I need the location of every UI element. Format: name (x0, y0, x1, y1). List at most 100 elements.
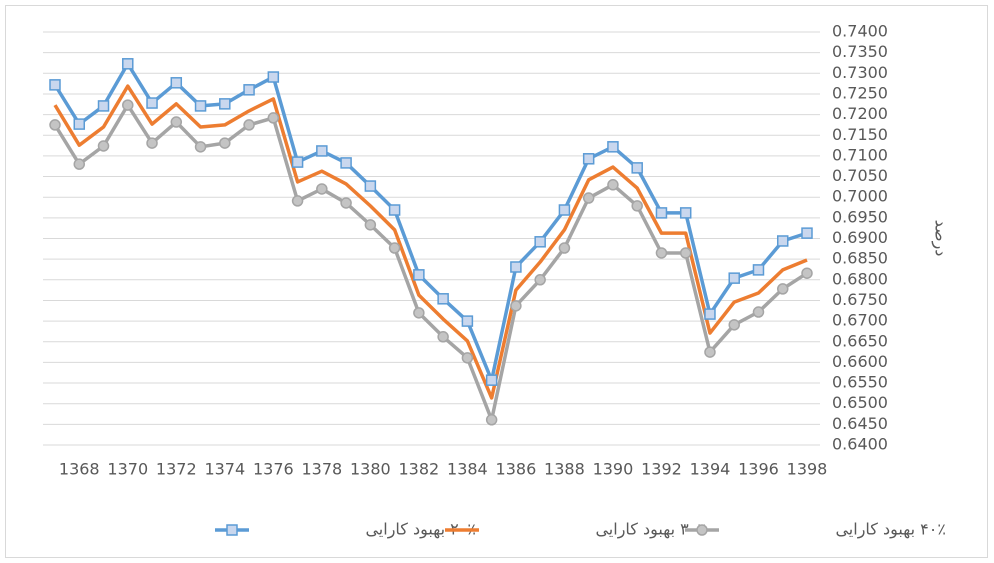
marker (461, 315, 474, 327)
marker (534, 236, 546, 248)
marker (679, 207, 692, 219)
marker (558, 204, 571, 216)
x-tick-label: 1368 (59, 460, 100, 479)
y-tick-label: 0.7250 (832, 83, 888, 102)
marker (49, 79, 61, 91)
marker (679, 247, 692, 259)
marker (413, 307, 425, 319)
marker (194, 100, 207, 112)
y-tick-label: 0.6400 (832, 435, 888, 454)
y-tick-label: 0.6850 (832, 249, 888, 268)
x-tick-label: 1382 (399, 460, 440, 479)
marker (728, 272, 740, 284)
marker (340, 197, 352, 209)
marker (534, 274, 546, 286)
marker (437, 331, 449, 343)
marker (776, 235, 789, 247)
marker (437, 293, 449, 305)
y-tick-label: 0.6750 (832, 290, 888, 309)
marker (461, 352, 474, 364)
marker (170, 77, 183, 89)
marker (291, 195, 304, 207)
marker (655, 247, 668, 259)
marker (219, 137, 231, 149)
x-tick-label: 1388 (544, 460, 585, 479)
x-tick-label: 1396 (738, 460, 779, 479)
x-tick-label: 1398 (787, 460, 828, 479)
y-tick-label: 0.6800 (832, 269, 888, 288)
y-tick-label: 0.7350 (832, 42, 888, 61)
marker (388, 204, 401, 216)
marker (510, 261, 522, 273)
x-tick-label: 1376 (253, 460, 294, 479)
marker (728, 319, 740, 331)
marker (582, 192, 595, 204)
marker (122, 58, 134, 70)
marker (316, 145, 328, 157)
y-axis-title: درصد (931, 220, 951, 257)
marker (485, 414, 498, 426)
marker (801, 227, 813, 239)
marker (146, 137, 158, 149)
y-tick-label: 0.7100 (832, 145, 888, 164)
marker (704, 346, 716, 358)
legend-label: ۳۰٪ بهبود کارایی (595, 520, 705, 540)
marker (73, 158, 86, 170)
marker (243, 119, 255, 131)
marker (364, 180, 377, 192)
marker (97, 100, 110, 112)
marker (170, 116, 183, 128)
x-tick-label: 1384 (447, 460, 488, 479)
marker (655, 207, 668, 219)
marker (607, 179, 619, 191)
x-tick-label: 1392 (641, 460, 682, 479)
x-tick-label: 1390 (593, 460, 634, 479)
legend-marker (696, 524, 708, 536)
x-tick-label: 1394 (690, 460, 731, 479)
marker (607, 141, 619, 153)
marker (776, 283, 789, 295)
marker (582, 153, 595, 165)
marker (485, 374, 498, 386)
x-tick-label: 1386 (496, 460, 537, 479)
marker (413, 269, 425, 281)
marker (340, 157, 352, 169)
marker (243, 84, 255, 96)
legend-label: ۴۰٪ بهبود کارایی (835, 520, 945, 540)
marker (49, 119, 61, 131)
marker (364, 219, 377, 231)
legend-label: ۲۰٪ بهبود کارایی (365, 520, 475, 540)
marker (316, 183, 328, 195)
marker (752, 264, 765, 276)
marker (388, 242, 401, 254)
y-tick-label: 0.7200 (832, 104, 888, 123)
marker (122, 99, 134, 111)
series-line (53, 84, 808, 400)
y-tick-label: 0.7050 (832, 166, 888, 185)
x-tick-label: 1370 (107, 460, 148, 479)
marker (704, 308, 716, 320)
marker (267, 112, 280, 124)
marker (631, 162, 643, 174)
y-tick-label: 0.7000 (832, 187, 888, 206)
marker (752, 306, 765, 318)
y-tick-label: 0.7300 (832, 63, 888, 82)
marker (267, 71, 280, 83)
x-tick-label: 1378 (301, 460, 342, 479)
y-tick-label: 0.6650 (832, 331, 888, 350)
y-tick-label: 0.6950 (832, 207, 888, 226)
x-tick-label: 1372 (156, 460, 197, 479)
y-tick-label: 0.7400 (832, 22, 888, 41)
y-tick-label: 0.6700 (832, 311, 888, 330)
marker (219, 98, 231, 110)
marker (97, 140, 110, 152)
chart-frame (5, 5, 988, 558)
y-tick-label: 0.6900 (832, 228, 888, 247)
marker (146, 97, 158, 109)
y-tick-label: 0.6550 (832, 373, 888, 392)
marker (194, 141, 207, 153)
marker (291, 156, 304, 168)
marker (631, 200, 643, 212)
legend-marker (226, 524, 238, 536)
